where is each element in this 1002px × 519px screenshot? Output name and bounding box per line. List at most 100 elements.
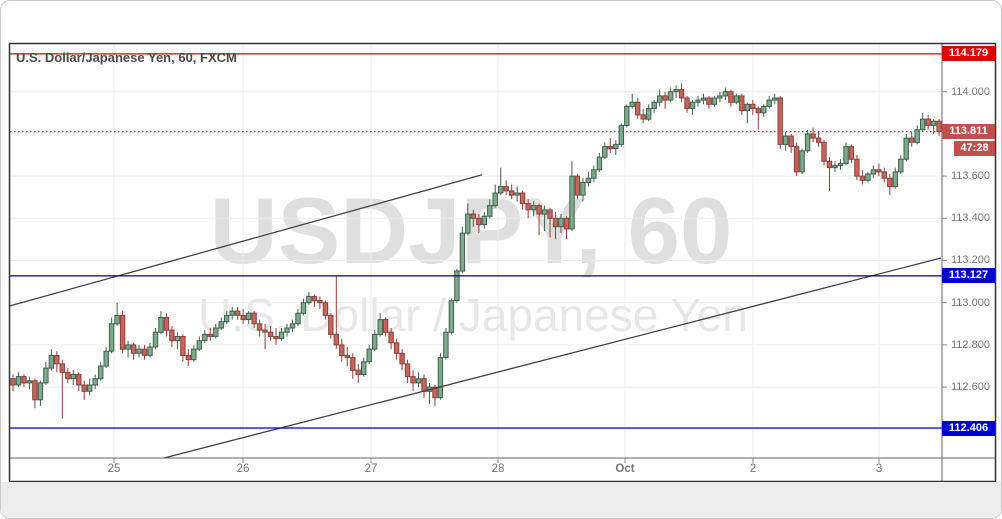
chart-legend-title[interactable]: U.S. Dollar/Japanese Yen, 60, FXCM — [16, 50, 237, 65]
candle-body — [218, 321, 224, 329]
candle — [377, 313, 383, 337]
candle-body — [613, 143, 619, 150]
candle — [503, 180, 509, 196]
candle — [722, 87, 729, 101]
candle — [103, 347, 109, 369]
candle — [355, 363, 361, 383]
candle — [843, 142, 849, 166]
candle — [848, 144, 855, 164]
candle — [141, 344, 148, 360]
price-axis-label: 112.800 — [951, 339, 990, 351]
candle-body — [465, 213, 471, 234]
candle-body — [119, 314, 126, 350]
candle-body — [810, 133, 816, 139]
candle-body — [344, 354, 351, 358]
candle — [695, 95, 701, 107]
candle-body — [10, 378, 16, 386]
candle-body — [667, 91, 674, 101]
candle — [821, 140, 827, 166]
candle-body — [224, 314, 230, 323]
candle-body — [355, 369, 361, 375]
candle — [344, 347, 351, 366]
candle — [125, 340, 131, 358]
watermark-name: U.S. Dollar / Japanese Yen — [198, 289, 748, 341]
candle-body — [848, 146, 855, 160]
candle — [372, 330, 378, 352]
candle-body — [651, 101, 657, 109]
candle — [59, 359, 65, 419]
candle-body — [388, 331, 394, 344]
candle — [700, 93, 707, 105]
candle — [311, 294, 318, 307]
candle-body — [130, 344, 137, 354]
candle — [306, 292, 312, 305]
candle — [728, 89, 734, 107]
watermark-symbol: USDJPY, 60 — [210, 178, 733, 283]
candle — [881, 167, 887, 183]
candle — [180, 334, 186, 362]
candle-body — [826, 160, 833, 169]
candle — [481, 212, 488, 229]
candle-body — [136, 348, 142, 354]
trend-line[interactable] — [9, 174, 483, 307]
trend-line[interactable] — [163, 257, 942, 459]
candle-body — [158, 317, 164, 333]
candle-body — [48, 354, 55, 369]
candle — [158, 311, 164, 335]
candle-body — [59, 363, 65, 373]
candle — [925, 114, 931, 130]
candle-body — [300, 302, 307, 314]
candle — [229, 306, 235, 320]
candle — [459, 226, 466, 274]
candle — [465, 203, 471, 236]
candle — [629, 93, 635, 109]
price-axis-label: 114.000 — [951, 86, 990, 98]
candle — [21, 374, 27, 388]
candle — [580, 178, 586, 202]
time-axis-label: 3 — [875, 463, 883, 475]
candle-body — [382, 319, 389, 333]
price-badge-113.811: 113.811 — [942, 124, 995, 139]
candle — [585, 171, 592, 187]
candle-body — [700, 97, 707, 101]
candle-body — [881, 171, 887, 179]
candle — [114, 302, 120, 326]
candle — [317, 296, 323, 309]
candle-body — [213, 327, 219, 337]
candle-body — [887, 177, 893, 188]
candle-body — [147, 346, 153, 356]
candle — [245, 311, 252, 324]
candle — [739, 93, 745, 115]
price-axis-label: 113.000 — [951, 297, 990, 309]
candle — [750, 100, 756, 115]
candle-body — [569, 175, 575, 230]
candle — [525, 199, 531, 219]
candle — [278, 328, 285, 341]
candle-body — [256, 323, 263, 331]
candle-body — [514, 192, 520, 196]
candle-body — [799, 150, 805, 173]
candle-body — [98, 365, 104, 380]
candle-body — [251, 312, 257, 325]
candle-body — [876, 169, 882, 173]
candle-body — [750, 103, 756, 110]
candle — [536, 203, 542, 236]
candle-body — [854, 158, 860, 177]
candle-body — [492, 192, 498, 207]
candle — [640, 108, 646, 124]
candle-body — [377, 319, 383, 335]
candle — [448, 298, 455, 335]
chart-frame — [8, 42, 997, 483]
candle — [289, 319, 296, 333]
candle-body — [498, 186, 504, 194]
candle — [361, 357, 367, 377]
candle-body — [437, 357, 444, 399]
candle — [788, 133, 794, 153]
candle — [706, 95, 712, 109]
candle — [388, 328, 394, 350]
time-axis-label: 27 — [364, 463, 378, 475]
candle-body — [114, 314, 120, 325]
candle-body — [804, 133, 811, 152]
candle — [602, 142, 608, 160]
